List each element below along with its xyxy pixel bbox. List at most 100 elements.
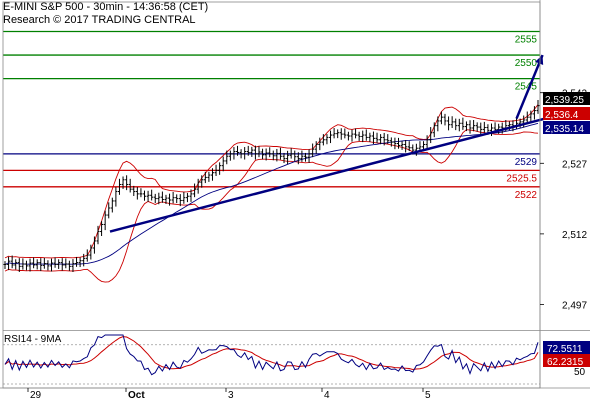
price-bar xyxy=(121,176,125,189)
price-bar xyxy=(221,156,225,172)
price-bar xyxy=(110,197,114,213)
price-bar xyxy=(35,259,39,270)
chart-title: E-MINI S&P 500 - 30min - 14:36:58 (CET) xyxy=(3,1,209,13)
price-bar xyxy=(382,132,386,146)
price-bar xyxy=(525,111,529,124)
price-bar xyxy=(303,152,307,162)
price-tag: 2,539.25 xyxy=(543,92,590,106)
price-tag-box xyxy=(543,92,590,105)
rsi-panel: RSI14 - 9MA xyxy=(3,334,540,385)
rsi-tag-box xyxy=(543,341,590,354)
price-bar xyxy=(457,118,461,132)
rsi-tag: 62.2315 xyxy=(543,354,590,368)
price-bar xyxy=(454,118,458,131)
price-bar xyxy=(210,168,214,181)
price-bar xyxy=(21,258,25,270)
price-bar xyxy=(171,192,175,204)
price-bar xyxy=(225,150,229,165)
price-bar xyxy=(278,147,282,160)
price-bar xyxy=(239,149,243,159)
price-bar xyxy=(150,189,154,201)
price-bar xyxy=(479,122,483,136)
price-bar xyxy=(300,150,304,162)
moving-average xyxy=(4,122,539,265)
price-bar xyxy=(400,141,404,150)
price-bar xyxy=(175,194,179,204)
price-bar xyxy=(32,257,36,269)
price-bar xyxy=(200,175,204,188)
rsi-line xyxy=(4,334,539,376)
x-tick-label: 5 xyxy=(425,390,431,400)
price-bar xyxy=(336,129,340,139)
price-bar xyxy=(214,164,218,176)
price-bar xyxy=(271,150,275,161)
price-tag-label: 2,535.14 xyxy=(545,124,584,135)
price-bar xyxy=(243,147,247,160)
chart-subtitle: Research © 2017 TRADING CENTRAL xyxy=(3,14,196,26)
price-bar xyxy=(329,130,333,144)
band-lower xyxy=(4,129,539,283)
level-label-2545: 2545 xyxy=(515,82,538,93)
y-tick-label: 2,497 xyxy=(562,300,587,311)
price-bar xyxy=(78,257,82,268)
price-bar xyxy=(282,152,286,164)
price-tag: 2,536.4 xyxy=(543,107,590,121)
price-bar xyxy=(146,190,150,202)
price-bar xyxy=(28,258,32,272)
price-bar xyxy=(522,115,526,128)
price-bar xyxy=(178,194,182,207)
level-label-2529: 2529 xyxy=(515,157,538,168)
price-bar xyxy=(314,141,318,154)
price-bar xyxy=(114,187,118,207)
price-bar xyxy=(532,106,536,120)
price-bar xyxy=(42,257,46,269)
price-bar xyxy=(53,257,57,268)
price-tag-label: 2,539.25 xyxy=(545,95,584,106)
price-bar xyxy=(407,141,411,152)
level-label-2525-5: 2525.5 xyxy=(506,173,537,184)
y-tick-label: 2,512 xyxy=(562,230,587,241)
price-bar xyxy=(232,147,236,160)
price-bar xyxy=(164,194,168,204)
trendline xyxy=(109,117,546,233)
y-tick-label: 2,527 xyxy=(562,159,587,170)
price-bar xyxy=(24,260,28,271)
price-bar xyxy=(389,137,393,147)
price-bar xyxy=(268,147,272,158)
price-bar xyxy=(354,128,358,139)
price-bar xyxy=(461,117,465,130)
level-label-2555: 2555 xyxy=(515,35,538,46)
price-bar xyxy=(375,132,379,144)
price-bar xyxy=(236,145,240,156)
price-bar xyxy=(257,146,261,158)
price-bar xyxy=(207,171,211,182)
price-bar xyxy=(157,192,161,205)
price-bar xyxy=(103,210,107,231)
price-bar xyxy=(432,122,436,138)
band-upper xyxy=(4,104,539,259)
price-bar xyxy=(100,221,104,236)
price-bar xyxy=(339,128,343,140)
price-bar xyxy=(275,148,279,162)
price-bar xyxy=(75,256,79,267)
x-tick-label: 4 xyxy=(324,390,330,400)
price-bar xyxy=(343,128,347,139)
projection-arrow xyxy=(515,54,544,120)
price-bar xyxy=(293,150,297,162)
level-label-2550: 2550 xyxy=(515,58,538,69)
price-bar xyxy=(346,131,350,141)
price-bar xyxy=(117,178,121,195)
price-bar xyxy=(286,150,290,165)
price-bar xyxy=(185,192,189,203)
price-bar xyxy=(500,122,504,134)
price-bar xyxy=(92,236,96,254)
price-bar xyxy=(464,121,468,132)
price-tag-box xyxy=(543,121,590,134)
x-tick-label: 29 xyxy=(30,390,42,400)
price-bar xyxy=(182,192,186,204)
price-bar xyxy=(228,150,232,161)
price-bar xyxy=(246,145,250,156)
price-bar xyxy=(128,178,132,193)
price-bar xyxy=(203,171,207,184)
